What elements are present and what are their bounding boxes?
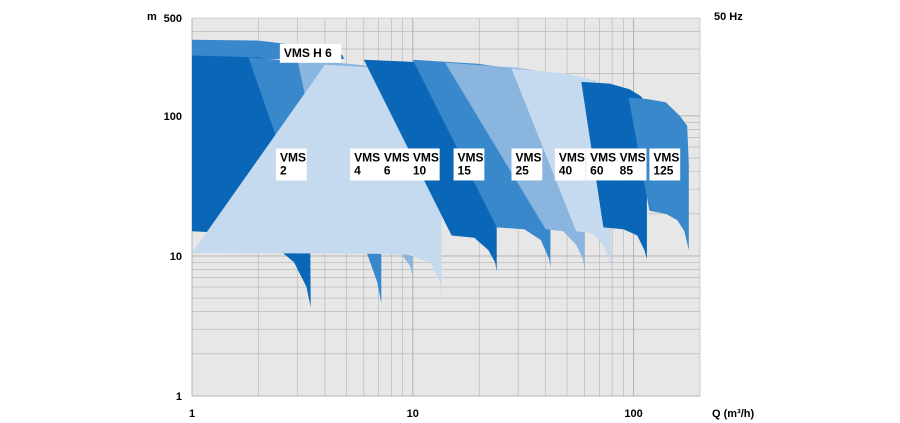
series-label-text: VMS H 6 [284,46,332,60]
y-tick-label: 100 [164,111,182,123]
series-label-box [275,148,307,181]
series-label-text: VMS [280,150,306,164]
series-label-box [350,148,381,181]
y-axis-label: m [147,11,157,23]
series-label-box [408,148,440,181]
series-label-text: 10 [413,163,427,177]
series-label-text: 15 [458,163,472,177]
y-tick-label: 1 [176,391,182,403]
series-label-text: VMS [384,150,410,164]
frequency-label: 50 Hz [714,11,743,23]
series-label-box [453,148,485,181]
series-label-text: 25 [515,163,529,177]
series-label-box [379,148,411,181]
x-tick-label: 10 [407,408,419,420]
series-label-text: VMS [590,150,616,164]
series-label-text: 2 [280,163,287,177]
series-label-box [615,148,647,181]
series-label-text: VMS [653,150,679,164]
series-label-box [649,148,681,181]
series-label-text: VMS [620,150,646,164]
x-tick-label: 100 [624,408,642,420]
series-label-text: VMS [515,150,541,164]
series-label-text: 60 [590,163,604,177]
series-label-text: VMS [458,150,484,164]
series-labels: VMS H 6VMS2VMS4VMS6VMS10VMS15VMS25VMS40V… [275,43,681,181]
series-label-text: 6 [384,163,391,177]
series-label-text: VMS [354,150,380,164]
series-label-box [554,148,586,181]
area-vms-10 [192,64,442,299]
y-tick-label: 10 [170,251,182,263]
series-label-box [279,43,342,63]
series-label-text: VMS [559,150,585,164]
x-tick-label: 1 [189,408,195,420]
series-label-box [586,148,617,181]
series-label-text: 85 [620,163,634,177]
tick-labels: 1 10 100 1 10 100 500 [164,13,643,420]
x-axis-label: Q (m³/h) [712,408,754,420]
series-label-text: VMS [413,150,439,164]
series-label-text: 125 [653,163,673,177]
y-tick-label: 500 [164,13,182,25]
series-label-box [511,148,543,181]
series-label-text: 40 [559,163,573,177]
series-label-vms-h-6: VMS H 6 [279,43,342,63]
series-label-text: 4 [354,163,361,177]
